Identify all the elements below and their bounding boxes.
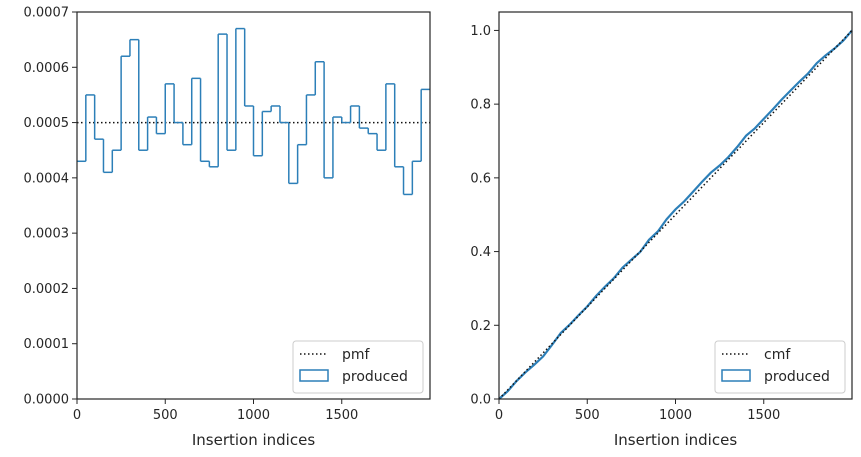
y-tick-label-left-6: 0.0006 — [24, 61, 70, 76]
legend-cmf-label: cmf — [764, 347, 791, 363]
y-tick-label-right-5: 1.0 — [470, 24, 491, 39]
right-ticks: 0 500 1000 1500 0.0 0.2 0.4 0.6 0.8 1.0 — [470, 24, 780, 423]
chart-right: 0 500 1000 1500 0.0 0.2 0.4 0.6 0.8 1.0 Insertion… — [470, 11, 853, 449]
y-tick-label-left-7: 0.0007 — [24, 6, 70, 21]
x-tick-label-left-3: 1500 — [325, 408, 358, 423]
y-tick-label-right-0: 0.0 — [470, 393, 491, 408]
cmf-line — [498, 29, 853, 400]
legend-produced-label-left: produced — [342, 369, 408, 385]
x-tick-label-right-0: 0 — [495, 408, 503, 423]
legend-pmf-label: pmf — [342, 347, 371, 363]
x-axis-label-right: Insertion indices — [614, 431, 737, 449]
plot-area-left — [77, 12, 430, 399]
x-tick-label-right-1: 500 — [575, 408, 600, 423]
y-tick-label-left-3: 0.0003 — [24, 227, 70, 242]
x-tick-label-right-2: 1000 — [659, 408, 692, 423]
chart-left: 0 500 1000 1500 0.0000 0.0001 0.0002 0.0003 0.00… — [24, 6, 431, 449]
y-tick-label-left-4: 0.0004 — [24, 171, 70, 186]
plot-area-right — [499, 12, 852, 399]
y-tick-label-left-0: 0.0000 — [24, 393, 70, 408]
legend-produced-swatch-right — [721, 369, 751, 382]
x-tick-label-left-1: 500 — [153, 408, 178, 423]
legend-left: pmf produced — [292, 340, 424, 394]
y-tick-label-left-2: 0.0002 — [24, 282, 70, 297]
y-tick-label-right-1: 0.2 — [470, 319, 491, 334]
x-tick-label-right-3: 1500 — [747, 408, 780, 423]
frame-right — [498, 11, 853, 400]
frame-left — [76, 11, 431, 400]
left-ticks: 0 500 1000 1500 0.0000 0.0001 0.0002 0.0003 0.00… — [24, 6, 359, 424]
y-tick-label-left-5: 0.0005 — [24, 116, 70, 131]
y-tick-label-right-3: 0.6 — [470, 171, 491, 186]
legend-produced-swatch-left — [299, 369, 329, 382]
legend-right: cmf produced — [714, 340, 846, 394]
x-tick-label-left-2: 1000 — [237, 408, 270, 423]
y-tick-label-right-4: 0.8 — [470, 98, 491, 113]
x-axis-label-left: Insertion indices — [192, 431, 315, 449]
y-tick-label-right-2: 0.4 — [470, 245, 491, 260]
produced-steps — [77, 27, 430, 196]
legend-produced-label-right: produced — [764, 369, 830, 385]
right-marks — [498, 29, 853, 400]
y-tick-label-left-1: 0.0001 — [24, 337, 70, 352]
left-marks — [77, 27, 430, 196]
x-tick-label-left-0: 0 — [73, 408, 81, 423]
